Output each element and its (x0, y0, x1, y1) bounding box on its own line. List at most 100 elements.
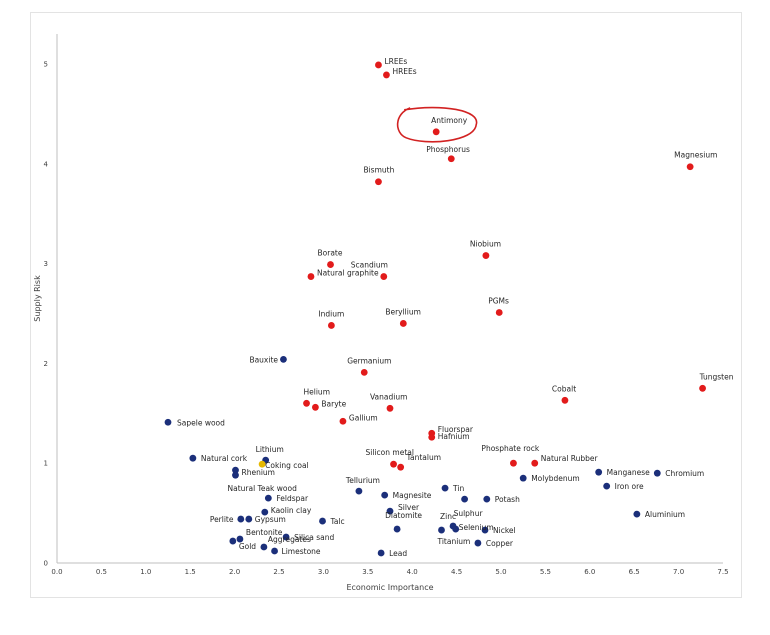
point-label: Sulphur (454, 509, 484, 518)
point-label: Vanadium (370, 392, 407, 401)
data-point (447, 155, 455, 163)
data-point (377, 549, 385, 557)
data-point (229, 537, 237, 545)
point-label: Tungsten (699, 372, 734, 381)
point-label: Lead (389, 549, 407, 558)
data-point (355, 487, 363, 495)
point-label: Chromium (665, 469, 704, 478)
x-tick-label: 3.0 (318, 568, 329, 576)
data-point (264, 494, 272, 502)
data-point (258, 460, 266, 468)
data-point (339, 417, 347, 425)
x-tick-label: 5.5 (540, 568, 551, 576)
y-tick-label: 2 (44, 360, 48, 368)
point-label: Antimony (431, 116, 468, 125)
data-point (237, 515, 245, 523)
point-label: Phosphorus (426, 145, 470, 154)
data-point (236, 535, 244, 543)
data-point (519, 474, 527, 482)
data-point (603, 482, 611, 490)
point-label: PGMs (488, 296, 509, 305)
point-label: Tantalum (406, 453, 441, 462)
data-point (438, 526, 445, 534)
x-tick-label: 2.0 (229, 568, 240, 576)
data-point (189, 454, 197, 462)
point-label: Coking coal (265, 461, 309, 470)
point-label: Natural graphite (317, 269, 379, 278)
data-point (307, 273, 315, 280)
point-label: Bismuth (363, 166, 394, 175)
data-point (531, 459, 539, 467)
x-tick-label: 5.0 (495, 568, 506, 576)
x-tick-label: 0.0 (51, 568, 62, 576)
chart-frame (30, 12, 742, 598)
data-point (653, 469, 661, 477)
data-point (381, 491, 389, 499)
x-tick-label: 2.5 (273, 568, 284, 576)
x-tick-label: 4.0 (407, 568, 418, 576)
point-label: Rhenium (241, 468, 274, 477)
point-label: Selenium (459, 523, 494, 532)
point-label: LREEs (384, 57, 407, 66)
data-point (699, 384, 706, 392)
point-label: Borate (318, 249, 343, 258)
data-point (380, 273, 388, 280)
point-label: Natural Rubber (541, 454, 599, 463)
point-label: Tin (452, 484, 464, 493)
point-label: Zinc (440, 512, 456, 521)
data-point (474, 539, 482, 547)
data-point (303, 399, 310, 407)
data-point (319, 517, 326, 525)
data-point (633, 510, 641, 518)
x-tick-label: 0.5 (96, 568, 107, 576)
point-label: Aggregates (268, 535, 311, 544)
point-label: Limestone (282, 547, 321, 556)
data-point (260, 543, 268, 551)
x-tick-label: 1.0 (140, 568, 151, 576)
x-tick-label: 3.5 (362, 568, 373, 576)
data-point (482, 252, 490, 259)
point-label: Manganese (607, 468, 650, 477)
data-point (375, 178, 382, 186)
point-label: Nickel (493, 526, 516, 535)
data-point (461, 495, 468, 503)
point-label: Diatomite (385, 511, 422, 520)
data-point (399, 320, 407, 327)
x-tick-label: 7.0 (673, 568, 684, 576)
point-label: Beryllium (385, 307, 421, 316)
data-point (164, 418, 172, 426)
point-label: Gold (239, 542, 256, 551)
point-label: Kaolin clay (271, 506, 312, 515)
annotations (396, 106, 478, 143)
data-point (432, 128, 440, 136)
data-point (561, 396, 569, 404)
point-label: Germanium (347, 356, 391, 365)
point-label: Indium (318, 309, 344, 318)
point-label: Sapele wood (177, 418, 225, 427)
point-label: Baryte (321, 399, 346, 408)
y-axis-title: Supply Risk (33, 275, 42, 322)
point-label: Aluminium (645, 510, 685, 519)
point-label: Helium (304, 387, 330, 396)
point-label: Fluorspar (438, 425, 474, 434)
data-point (428, 433, 436, 441)
axes: 0.0 0.5 1.0 1.5 2.0 2.5 3.0 3.5 4.0 4.5 5.0 5.5 6.0 6… (44, 34, 729, 576)
point-label: Bentonite (246, 528, 283, 537)
data-point (595, 468, 603, 476)
point-label: Natural cork (201, 454, 248, 463)
x-tick-label: 6.5 (629, 568, 640, 576)
point-label: Copper (486, 539, 514, 548)
point-label: Gallium (349, 413, 378, 422)
x-tick-label: 6.0 (584, 568, 595, 576)
point-label: Hafnium (438, 432, 470, 441)
point-label: Molybdenum (531, 474, 580, 483)
data-point (327, 322, 335, 329)
data-point (280, 355, 287, 363)
data-point (375, 61, 382, 69)
y-tick-label: 3 (44, 260, 48, 268)
data-point (483, 495, 491, 503)
point-label: Feldspar (276, 494, 309, 503)
point-label: Cobalt (552, 384, 576, 393)
annotation-ellipse (396, 106, 478, 143)
